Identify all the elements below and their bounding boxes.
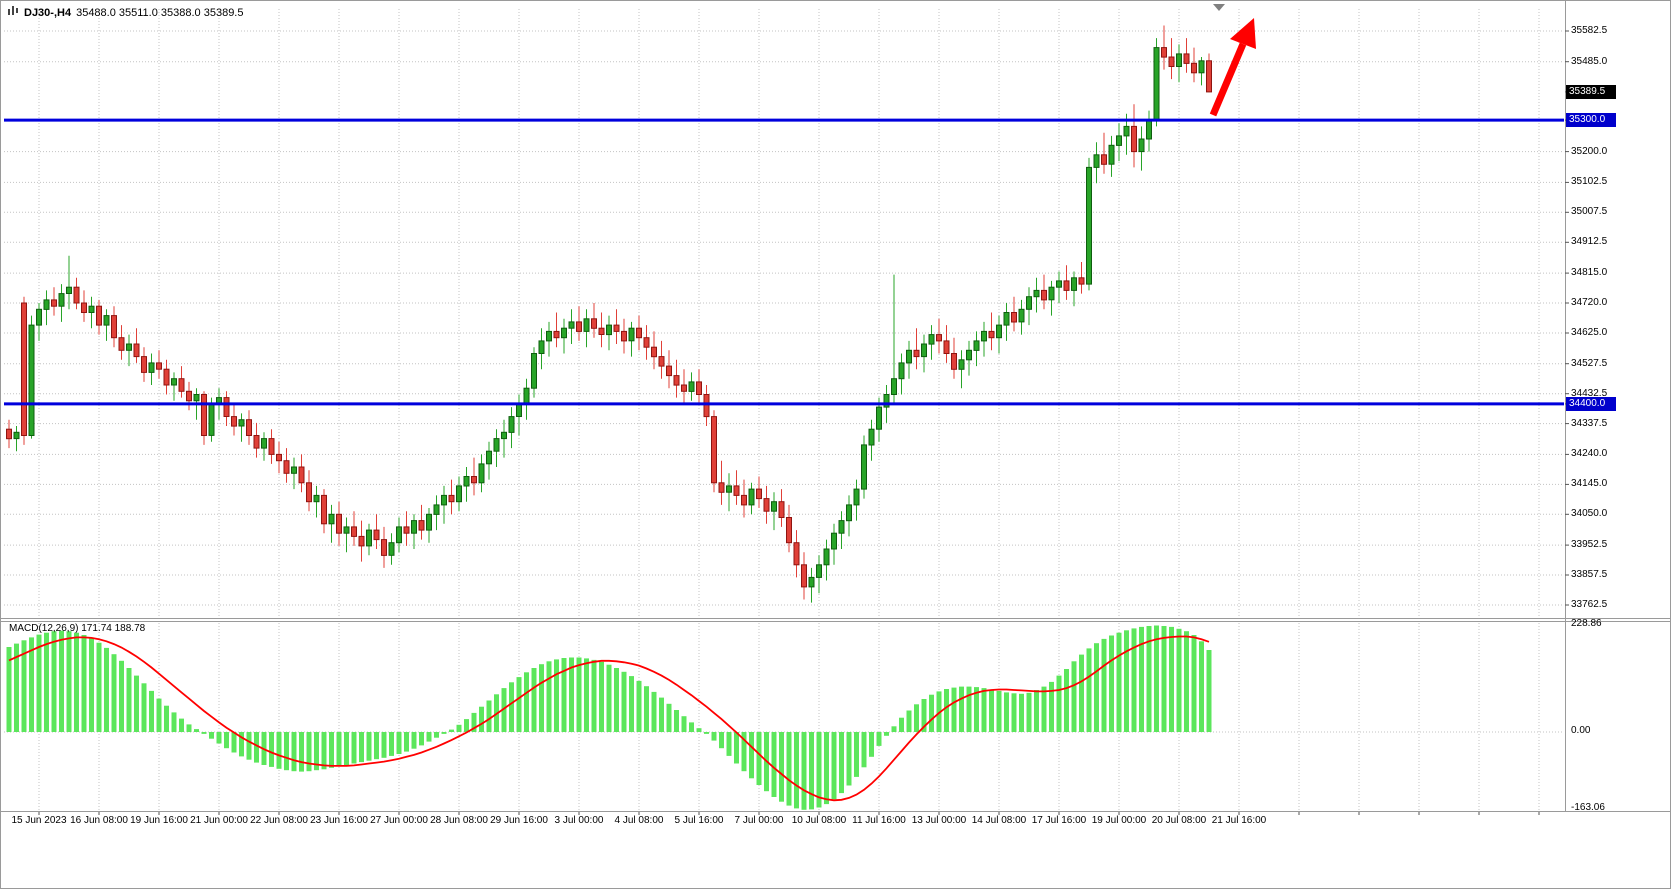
time-axis-label: 16 Jun 08:00: [70, 815, 128, 826]
macd-indicator-label: MACD(12,26,9) 171.74 188.78: [9, 623, 146, 634]
price-axis-label: 35200.0: [1571, 146, 1608, 157]
chart-title: DJ30-,H4 35488.0 35511.0 35388.0 35389.5: [7, 5, 243, 20]
time-axis-label: 15 Jun 2023: [11, 815, 67, 826]
price-axis-label: 34527.5: [1571, 358, 1608, 369]
price-axis-label: 35007.5: [1571, 206, 1608, 217]
candlestick-chart-icon: [7, 5, 19, 20]
macd-scale-max-label: 228.86: [1571, 618, 1602, 629]
time-axis-label: 19 Jul 00:00: [1091, 815, 1147, 826]
time-axis-label: 10 Jul 08:00: [791, 815, 847, 826]
price-axis-label: 34625.0: [1571, 327, 1608, 338]
time-axis-label: 27 Jun 00:00: [370, 815, 428, 826]
price-axis-label: 34720.0: [1571, 297, 1608, 308]
time-axis-label: 21 Jul 16:00: [1211, 815, 1267, 826]
price-axis-label: 34912.5: [1571, 236, 1608, 247]
time-axis[interactable]: 15 Jun 2023 16 Jun 08:00 19 Jun 16:00 21 Ju…: [1, 815, 1564, 831]
price-axis-label: 34145.0: [1571, 478, 1608, 489]
time-axis-label: 29 Jun 16:00: [490, 815, 548, 826]
time-axis-label: 28 Jun 08:00: [430, 815, 488, 826]
up-arrow-annotation[interactable]: [1209, 18, 1256, 117]
price-axis-label: 34240.0: [1571, 448, 1608, 459]
time-axis-label: 17 Jul 16:00: [1031, 815, 1087, 826]
macd-histogram: [6, 625, 1212, 810]
time-axis-label: 7 Jul 00:00: [734, 815, 784, 826]
symbol-timeframe-label: DJ30-,H4: [24, 6, 72, 19]
level-price-badge: 34400.0: [1566, 397, 1616, 411]
level-price-badge: 35300.0: [1566, 113, 1616, 127]
time-axis-label: 21 Jun 00:00: [190, 815, 248, 826]
price-axis-label: 34432.5: [1571, 388, 1608, 399]
price-axis-label: 35102.5: [1571, 176, 1608, 187]
price-axis-label: 33952.5: [1571, 539, 1608, 550]
macd-scale-min-label: -163.06: [1571, 802, 1605, 813]
current-price-badge: 35389.5: [1566, 85, 1616, 99]
price-axis-label: 35582.5: [1571, 25, 1608, 36]
time-axis-label: 22 Jun 08:00: [250, 815, 308, 826]
price-axis-label: 35485.0: [1571, 56, 1608, 67]
time-axis-label: 14 Jul 08:00: [971, 815, 1027, 826]
time-axis-label: 20 Jul 08:00: [1151, 815, 1207, 826]
ohlc-values-label: 35488.0 35511.0 35388.0 35389.5: [76, 6, 244, 19]
time-axis-label: 4 Jul 08:00: [614, 815, 664, 826]
price-axis-label: 33857.5: [1571, 569, 1608, 580]
grid-lines: [4, 9, 1564, 810]
price-axis-label: 34050.0: [1571, 508, 1608, 519]
macd-scale-zero-label: 0.00: [1571, 725, 1591, 736]
price-axis-label: 34815.0: [1571, 267, 1608, 278]
time-axis-label: 13 Jul 00:00: [911, 815, 967, 826]
price-axis-label: 33762.5: [1571, 599, 1608, 610]
time-axis-label: 23 Jun 16:00: [310, 815, 368, 826]
macd-signal-line: [8, 635, 1210, 802]
time-axis-label: 11 Jul 16:00: [852, 815, 906, 826]
price-axis[interactable]: 35582.5 35485.0 35389.5 35300.0 35200.0 35102…: [1565, 1, 1670, 813]
candles: [6, 25, 1212, 603]
chart-shift-marker-icon[interactable]: [1213, 4, 1225, 11]
time-axis-label: 5 Jul 16:00: [674, 815, 724, 826]
time-axis-label: 19 Jun 16:00: [130, 815, 188, 826]
time-axis-label: 3 Jul 00:00: [554, 815, 604, 826]
price-axis-label: 34337.5: [1571, 418, 1608, 429]
